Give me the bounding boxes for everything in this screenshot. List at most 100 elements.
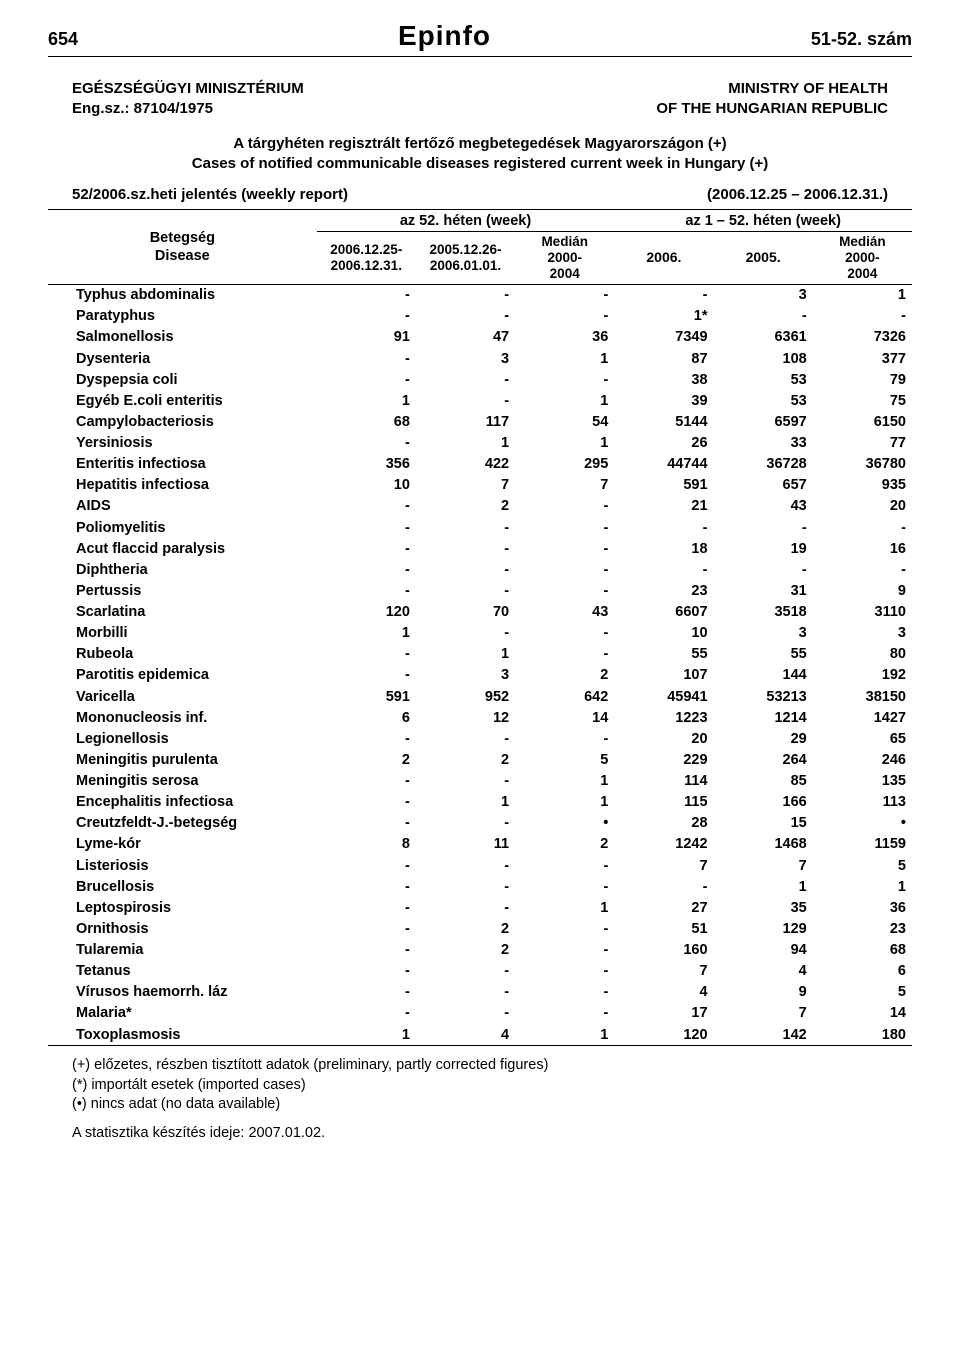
table-row: Tularemia-2-1609468 xyxy=(48,940,912,961)
disease-label: Tularemia xyxy=(48,940,317,961)
value-cell: 180 xyxy=(813,1024,912,1046)
value-cell: - xyxy=(416,771,515,792)
disease-label: Acut flaccid paralysis xyxy=(48,538,317,559)
table-row: Dysenteria-3187108377 xyxy=(48,348,912,369)
value-cell: - xyxy=(515,306,614,327)
value-cell: 591 xyxy=(317,686,416,707)
disease-label: Creutzfeldt-J.-betegség xyxy=(48,813,317,834)
value-cell: 43 xyxy=(714,496,813,517)
value-cell: 39 xyxy=(614,390,713,411)
top-bar: 654 Epinfo 51-52. szám xyxy=(48,20,912,57)
value-cell: - xyxy=(515,982,614,1003)
disease-table: Betegség Disease az 52. héten (week) az … xyxy=(48,209,912,1046)
institution-right: MINISTRY OF HEALTH OF THE HUNGARIAN REPU… xyxy=(656,79,888,120)
table-row: Diphtheria------ xyxy=(48,559,912,580)
value-cell: 23 xyxy=(813,918,912,939)
value-cell: 91 xyxy=(317,327,416,348)
footnote-imported: (*) importált esetek (imported cases) xyxy=(72,1076,888,1096)
value-cell: 1 xyxy=(515,1024,614,1046)
table-row: Vírusos haemorrh. láz---495 xyxy=(48,982,912,1003)
report-period: (2006.12.25 – 2006.12.31.) xyxy=(707,186,888,203)
value-cell: 7349 xyxy=(614,327,713,348)
value-cell: - xyxy=(515,961,614,982)
value-cell: 6150 xyxy=(813,411,912,432)
institution-header: EGÉSZSÉGÜGYI MINISZTÉRIUM Eng.sz.: 87104… xyxy=(48,79,912,120)
value-cell: 1 xyxy=(317,390,416,411)
value-cell: 5 xyxy=(515,749,614,770)
value-cell: 77 xyxy=(813,433,912,454)
value-cell: - xyxy=(416,538,515,559)
value-cell: - xyxy=(813,306,912,327)
value-cell: - xyxy=(416,813,515,834)
table-row: Pertussis---23319 xyxy=(48,580,912,601)
value-cell: - xyxy=(317,918,416,939)
value-cell: - xyxy=(515,559,614,580)
value-cell: 31 xyxy=(714,580,813,601)
value-cell: - xyxy=(416,961,515,982)
value-cell: - xyxy=(416,728,515,749)
value-cell: 23 xyxy=(614,580,713,601)
value-cell: - xyxy=(416,369,515,390)
value-cell: - xyxy=(515,623,614,644)
disease-label: AIDS xyxy=(48,496,317,517)
report-line: 52/2006.sz.heti jelentés (weekly report)… xyxy=(48,186,912,203)
disease-label: Legionellosis xyxy=(48,728,317,749)
value-cell: - xyxy=(317,559,416,580)
value-cell: 1 xyxy=(813,876,912,897)
value-cell: - xyxy=(317,940,416,961)
value-cell: 1427 xyxy=(813,707,912,728)
disease-label: Salmonellosis xyxy=(48,327,317,348)
value-cell: 144 xyxy=(714,665,813,686)
value-cell: 33 xyxy=(714,433,813,454)
value-cell: 1 xyxy=(515,433,614,454)
value-cell: 1 xyxy=(515,792,614,813)
value-cell: 45941 xyxy=(614,686,713,707)
value-cell: - xyxy=(515,517,614,538)
value-cell: 94 xyxy=(714,940,813,961)
value-cell: 1223 xyxy=(614,707,713,728)
disease-label: Toxoplasmosis xyxy=(48,1024,317,1046)
value-cell: 115 xyxy=(614,792,713,813)
disease-label: Brucellosis xyxy=(48,876,317,897)
value-cell: 591 xyxy=(614,475,713,496)
disease-label: Meningitis purulenta xyxy=(48,749,317,770)
disease-label: Dyspepsia coli xyxy=(48,369,317,390)
value-cell: 70 xyxy=(416,602,515,623)
disease-label: Diphtheria xyxy=(48,559,317,580)
col-2006-week: 2006.12.25- 2006.12.31. xyxy=(317,232,416,285)
table-row: Acut flaccid paralysis---181916 xyxy=(48,538,912,559)
value-cell: - xyxy=(317,433,416,454)
table-row: Creutzfeldt-J.-betegség--•2815• xyxy=(48,813,912,834)
value-cell: 160 xyxy=(614,940,713,961)
value-cell: - xyxy=(515,940,614,961)
value-cell: 16 xyxy=(813,538,912,559)
value-cell: 1* xyxy=(614,306,713,327)
value-cell: - xyxy=(416,517,515,538)
value-cell: 264 xyxy=(714,749,813,770)
title-hu: A tárgyhéten regisztrált fertőző megbete… xyxy=(72,134,888,154)
license-number: Eng.sz.: 87104/1975 xyxy=(72,99,304,119)
disease-label: Vírusos haemorrh. láz xyxy=(48,982,317,1003)
value-cell: 54 xyxy=(515,411,614,432)
table-row: Legionellosis---202965 xyxy=(48,728,912,749)
disease-label: Malaria* xyxy=(48,1003,317,1024)
disease-label: Egyéb E.coli enteritis xyxy=(48,390,317,411)
disease-label: Poliomyelitis xyxy=(48,517,317,538)
value-cell: - xyxy=(317,771,416,792)
value-cell: 19 xyxy=(714,538,813,559)
value-cell: - xyxy=(614,517,713,538)
value-cell: - xyxy=(714,306,813,327)
disease-label: Enteritis infectiosa xyxy=(48,454,317,475)
ministry-hu: EGÉSZSÉGÜGYI MINISZTÉRIUM xyxy=(72,79,304,99)
value-cell: 6361 xyxy=(714,327,813,348)
table-row: Hepatitis infectiosa1077591657935 xyxy=(48,475,912,496)
value-cell: - xyxy=(317,306,416,327)
value-cell: 422 xyxy=(416,454,515,475)
disease-label: Rubeola xyxy=(48,644,317,665)
value-cell: 142 xyxy=(714,1024,813,1046)
value-cell: 229 xyxy=(614,749,713,770)
value-cell: 2 xyxy=(515,834,614,855)
table-row: Parotitis epidemica-32107144192 xyxy=(48,665,912,686)
disease-label: Mononucleosis inf. xyxy=(48,707,317,728)
value-cell: 192 xyxy=(813,665,912,686)
